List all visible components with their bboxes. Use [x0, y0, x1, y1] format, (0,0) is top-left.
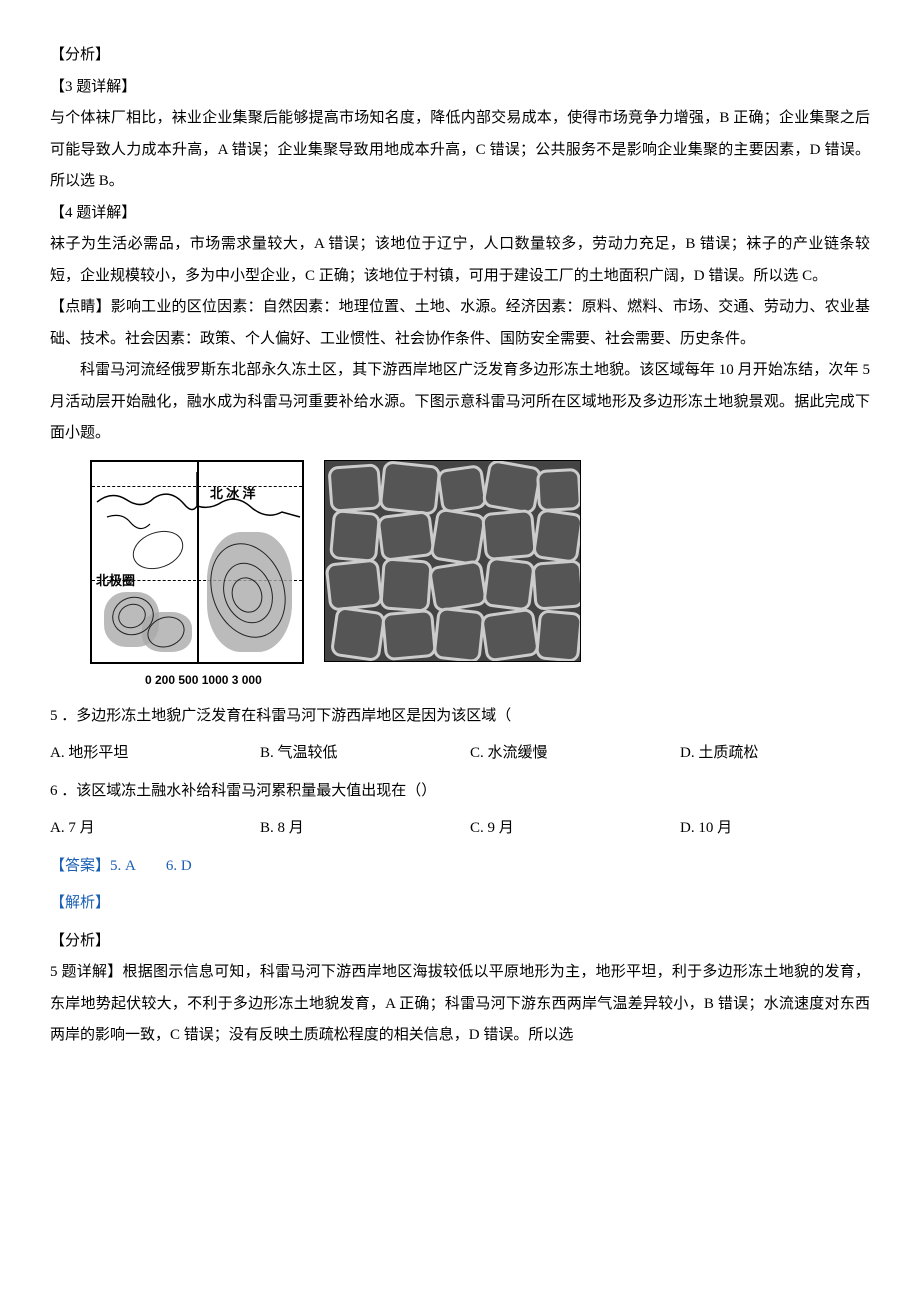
poly-cell	[376, 509, 435, 561]
figure-1-wrapper: 75° 北 冰 洋 北极圈	[90, 460, 304, 664]
poly-cell	[429, 507, 487, 566]
q5-option-b: B. 气温较低	[260, 738, 470, 770]
poly-cell	[531, 559, 581, 610]
poly-cell	[379, 557, 433, 612]
q5-option-c: C. 水流缓慢	[470, 738, 680, 770]
jiexi-heading: 【解析】	[50, 888, 870, 920]
poly-cell	[330, 605, 386, 661]
figure-1-map: 75° 北 冰 洋 北极圈	[90, 460, 304, 664]
analysis-heading-1: 【分析】	[50, 40, 870, 72]
poly-cell	[436, 464, 488, 514]
q6-option-c: C. 9 月	[470, 813, 680, 845]
poly-cell	[325, 558, 384, 611]
q4-heading: 【4 题详解】	[50, 198, 870, 230]
q5-options: A. 地形平坦 B. 气温较低 C. 水流缓慢 D. 土质疏松	[50, 738, 870, 770]
q6-option-a: A. 7 月	[50, 813, 260, 845]
q3-heading: 【3 题详解】	[50, 72, 870, 104]
poly-cell	[381, 608, 437, 660]
tip-body: 【点睛】影响工业的区位因素：自然因素：地理位置、土地、水源。经济因素：原料、燃料…	[50, 292, 870, 355]
scale-bar-text: 0 200 500 1000 3 000	[145, 668, 870, 693]
answer-label: 【答案】	[50, 858, 110, 874]
poly-cell	[482, 556, 536, 611]
poly-cell	[535, 609, 581, 662]
q6-stem: 6 ．该区域冻土融水补给科雷马河累积量最大值出现在（）	[50, 776, 870, 808]
poly-cell	[428, 559, 489, 613]
q5-option-a: A. 地形平坦	[50, 738, 260, 770]
poly-cell	[481, 460, 543, 515]
q3-body: 与个体袜厂相比，袜业企业集聚后能够提高市场知名度，降低内部交易成本，使得市场竞争…	[50, 103, 870, 198]
q6-option-d: D. 10 月	[680, 813, 850, 845]
answer-line: 【答案】5. A 6. D	[50, 851, 870, 883]
q6-option-b: B. 8 月	[260, 813, 470, 845]
poly-cell	[532, 508, 581, 564]
passage-text: 科雷马河流经俄罗斯东北部永久冻土区，其下游西岸地区广泛发育多边形冻土地貌。该区域…	[50, 355, 870, 450]
answer-6: 6. D	[166, 858, 192, 874]
poly-cell	[432, 606, 485, 661]
poly-cell	[379, 460, 442, 516]
q5-option-d: D. 土质疏松	[680, 738, 850, 770]
q5-explain-body: 5 题详解】根据图示信息可知，科雷马河下游西岸地区海拔较低以平原地形为主，地形平…	[50, 957, 870, 1052]
q6-options: A. 7 月 B. 8 月 C. 9 月 D. 10 月	[50, 813, 870, 845]
figure-row: 75° 北 冰 洋 北极圈	[90, 460, 870, 664]
answer-5: 5. A	[110, 858, 136, 874]
poly-cell	[481, 508, 537, 560]
q4-body: 袜子为生活必需品，市场需求量较大，A 错误；该地位于辽宁，人口数量较多，劳动力充…	[50, 229, 870, 292]
q5-stem: 5 ．多边形冻土地貌广泛发育在科雷马河下游西岸地区是因为该区域（	[50, 701, 870, 733]
analysis-heading-2: 【分析】	[50, 926, 870, 958]
poly-cell	[536, 467, 581, 511]
poly-cell	[480, 607, 540, 662]
figure-2-permafrost	[324, 460, 581, 662]
poly-cell	[329, 509, 381, 563]
poly-cell	[327, 463, 382, 513]
